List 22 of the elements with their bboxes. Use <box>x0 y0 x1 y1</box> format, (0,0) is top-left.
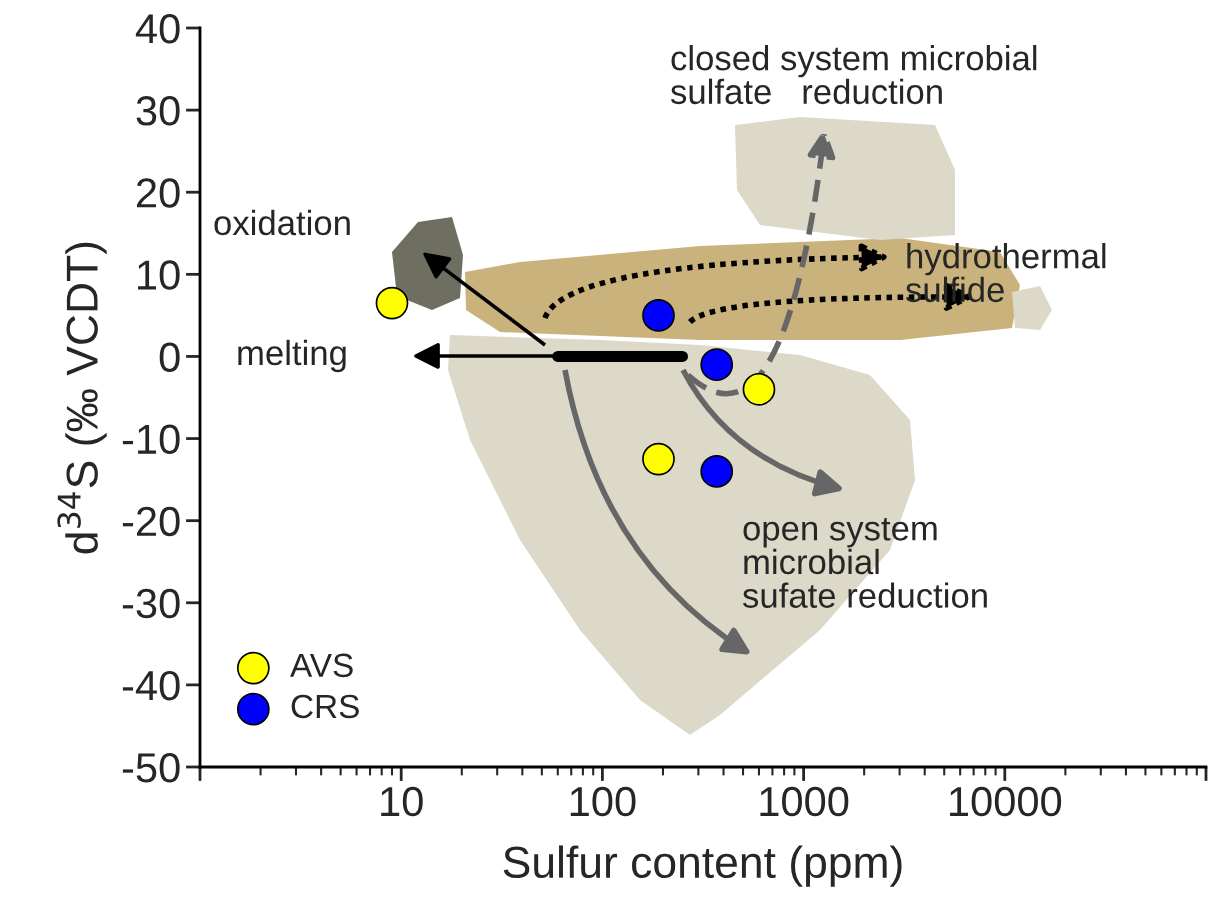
y-tick-label: 10 <box>138 260 180 290</box>
y-tick-label: 40 <box>135 14 180 44</box>
y-tick-label: -30 <box>122 588 180 619</box>
x-tick-label: 10000 <box>950 786 1062 817</box>
annotation: melting <box>238 339 346 373</box>
x-axis-title: Sulfur content (ppm) <box>503 845 902 887</box>
annotation: closed system microbial sulfate reduction <box>670 45 1037 105</box>
legend-label: AVS <box>290 653 353 678</box>
y-tick-label: -50 <box>122 753 180 783</box>
y-tick-label: 20 <box>137 178 180 208</box>
y-tick-label: -10 <box>122 424 180 455</box>
x-tick-label: 10 <box>381 786 423 817</box>
y-tick-label: -40 <box>122 670 180 701</box>
y-tick-label: 0 <box>159 342 180 372</box>
y-tick-label: 30 <box>136 96 180 126</box>
annotation: open system microbial sufate reduction <box>742 517 987 608</box>
y-tick-label: -20 <box>122 506 180 537</box>
x-tick-label: 1000 <box>760 786 849 817</box>
annotation: oxidation <box>214 209 350 236</box>
y-axis-title: d$^{34}$S (‰ VCDT) <box>57 242 107 554</box>
x-tick-label: 100 <box>570 786 636 817</box>
legend-label: CRS <box>291 694 359 719</box>
